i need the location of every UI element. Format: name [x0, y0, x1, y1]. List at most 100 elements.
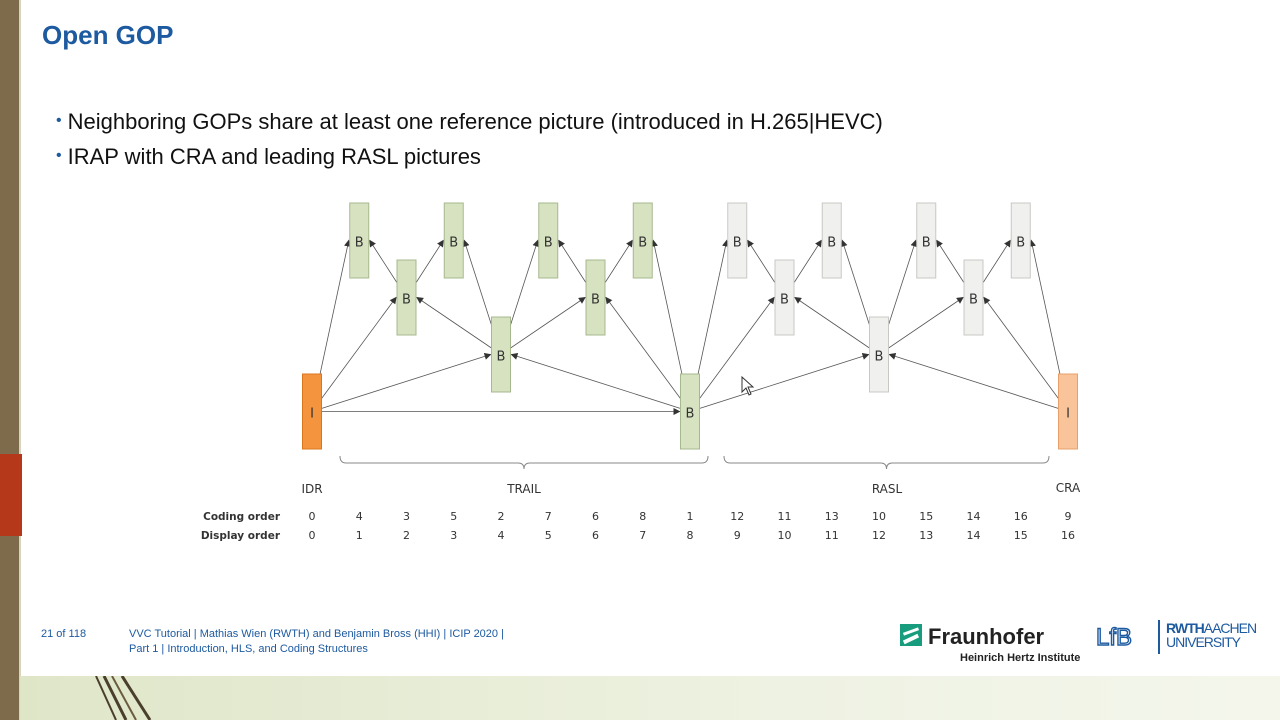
lfb-logo: LfB: [1095, 623, 1132, 651]
picture-box: [727, 202, 748, 279]
picture-box: [538, 202, 559, 279]
sidebar-divider: [19, 0, 21, 720]
picture-box: [349, 202, 370, 279]
coding-order-value: 7: [545, 510, 552, 523]
picture-box: [916, 202, 937, 279]
bullet-dot: •: [56, 112, 62, 129]
picture-label: I: [310, 407, 314, 422]
fraunhofer-subtitle: Heinrich Hertz Institute: [960, 652, 1081, 664]
picture-box: [821, 202, 842, 279]
picture-boxes: I B B B B B B B B B B B B B B B I: [302, 202, 1078, 450]
bullet-dot: •: [56, 147, 62, 164]
display-order-value: 6: [592, 529, 599, 542]
picture-label: B: [355, 236, 364, 251]
picture-box: [963, 259, 984, 336]
display-order-value: 3: [450, 529, 457, 542]
coding-order-value: 0: [309, 510, 316, 523]
reference-arrow: [794, 296, 880, 355]
reference-arrow: [983, 296, 1069, 412]
reference-arrow: [689, 296, 775, 412]
picture-box: [632, 202, 653, 279]
group-label-idr: IDR: [301, 482, 322, 496]
rwth-logo: RWTHAACHEN UNIVERSITY: [1158, 620, 1276, 654]
reference-arrow: [311, 352, 492, 412]
bottom-band: [20, 676, 1280, 720]
coding-order-value: 14: [967, 510, 981, 523]
reference-arrow: [888, 352, 1069, 412]
coding-order-label: Coding order: [203, 511, 281, 523]
picture-label: B: [780, 293, 789, 308]
bullet-list: • Neighboring GOPs share at least one ref…: [56, 106, 883, 176]
display-order-value: 0: [309, 529, 316, 542]
mouse-cursor-icon: [741, 375, 755, 396]
coding-order-value: 1: [687, 510, 694, 523]
picture-label: B: [922, 236, 931, 251]
group-label-cra: CRA: [1056, 481, 1081, 495]
lfb-logo-text: LfB: [1096, 624, 1132, 651]
reference-arrow: [510, 352, 691, 412]
display-order-value: 16: [1061, 529, 1075, 542]
coding-order-value: 3: [403, 510, 410, 523]
picture-box: [443, 202, 464, 279]
reference-arrow: [689, 352, 870, 412]
picture-label: B: [1016, 236, 1025, 251]
group-label-trail: TRAIL: [506, 482, 541, 496]
reference-arrow: [416, 296, 502, 355]
rwth-line-2: UNIVERSITY: [1166, 634, 1241, 650]
rwth-bold: RWTH: [1166, 620, 1205, 636]
fraunhofer-mark-icon: [900, 624, 922, 646]
group-brace: [339, 455, 709, 470]
picture-label: I: [1066, 407, 1070, 422]
picture-box: [1058, 373, 1078, 450]
picture-box: [585, 259, 606, 336]
bullet-item: • Neighboring GOPs share at least one ref…: [56, 106, 883, 141]
picture-box: [491, 316, 511, 393]
coding-order-value: 10: [872, 510, 886, 523]
display-order-value: 8: [687, 529, 694, 542]
display-order-value: 5: [545, 529, 552, 542]
coding-order-value: 16: [1014, 510, 1028, 523]
sidebar-bar: [0, 0, 20, 720]
display-order-value: 7: [639, 529, 646, 542]
reference-arrow: [878, 296, 964, 355]
fraunhofer-logo: Fraunhofer Heinrich Hertz Institute: [900, 622, 1090, 666]
picture-label: B: [402, 293, 411, 308]
coding-order-value: 12: [730, 510, 744, 523]
fraunhofer-name: Fraunhofer: [928, 624, 1045, 649]
display-order-value: 1: [356, 529, 363, 542]
reference-arrow: [605, 296, 691, 412]
picture-label: B: [875, 350, 884, 365]
picture-label: B: [544, 236, 553, 251]
picture-label: B: [449, 236, 458, 251]
page-title: Open GOP: [42, 20, 174, 50]
page-number: 21 of 118: [41, 628, 87, 640]
display-order-value: 10: [778, 529, 792, 542]
picture-box: [396, 259, 417, 336]
display-order-value: 12: [872, 529, 886, 542]
coding-order-value: 13: [825, 510, 839, 523]
coding-order-value: 11: [778, 510, 792, 523]
diagram-labels: IDR TRAIL RASL CRA Coding order Display order…: [201, 481, 1081, 542]
reference-arrow: [311, 296, 397, 412]
bottom-decoration: [95, 676, 152, 720]
coding-order-value: 15: [919, 510, 933, 523]
picture-box: [680, 373, 700, 450]
picture-label: B: [827, 236, 836, 251]
group-brace: [723, 455, 1050, 470]
bullet-item: • IRAP with CRA and leading RASL pictures: [56, 141, 883, 176]
sidebar-accent: [0, 454, 22, 536]
footer-line-1: VVC Tutorial | Mathias Wien (RWTH) and B…: [129, 628, 504, 640]
picture-box: [1010, 202, 1031, 279]
picture-label: B: [969, 293, 978, 308]
rwth-line-1: RWTHAACHEN: [1166, 620, 1276, 636]
display-order-value: 13: [919, 529, 933, 542]
display-order-label: Display order: [201, 530, 281, 542]
picture-box: [774, 259, 795, 336]
display-order-value: 11: [825, 529, 839, 542]
bullet-text: IRAP with CRA and leading RASL pictures: [67, 144, 481, 169]
footer-line-2: Part 1 | Introduction, HLS, and Coding S…: [129, 643, 368, 655]
coding-order-value: 9: [1065, 510, 1072, 523]
picture-label: B: [733, 236, 742, 251]
picture-box: [869, 316, 889, 393]
